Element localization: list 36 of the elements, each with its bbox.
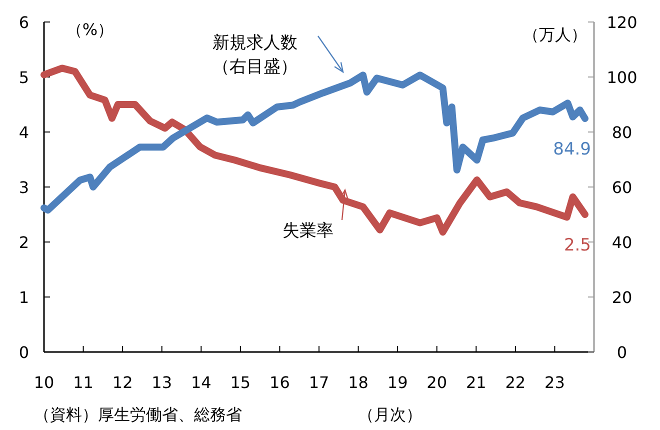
- x-tick-label: 19: [387, 373, 408, 392]
- y2-tick-label: 20: [612, 288, 632, 307]
- legend-label: 新規求人数（右目盛）: [212, 33, 298, 77]
- y2-axis-title: （万人）: [523, 25, 587, 44]
- x-tick-label: 16: [270, 373, 290, 392]
- y2-tick-label: 60: [612, 178, 632, 197]
- data-label: 2.5: [564, 236, 591, 256]
- x-tick-label: 12: [112, 373, 133, 392]
- y-tick-label: 3: [18, 178, 30, 197]
- x-tick-label: 20: [426, 373, 448, 392]
- x-tick-label: 18: [348, 373, 368, 392]
- x-tick-label: 21: [466, 373, 486, 392]
- y2-tick-label: 40: [612, 233, 632, 252]
- y-tick-label: 5: [18, 68, 30, 87]
- data-label: 84.9: [553, 140, 591, 160]
- y2-tick-label: 100: [606, 68, 638, 87]
- y-tick-label: 6: [18, 13, 30, 32]
- x-tick-label: 13: [152, 373, 172, 392]
- x-tick-label: 15: [230, 373, 251, 392]
- x-tick-label: 22: [505, 373, 526, 392]
- text: （月次）: [358, 405, 422, 424]
- y2-tick-label: 120: [606, 13, 638, 32]
- x-tick-label: 11: [73, 373, 94, 392]
- x-tick-label: 14: [190, 373, 212, 392]
- y2-tick-label: 80: [612, 123, 632, 142]
- text: （資料）厚生労働省、総務省: [34, 405, 242, 424]
- x-tick-label: 10: [34, 373, 54, 392]
- y-tick-label: 0: [18, 343, 30, 362]
- x-tick-label: 23: [544, 373, 565, 392]
- series-label: 失業率: [282, 221, 334, 241]
- y2-tick-label: 0: [616, 343, 628, 362]
- x-tick-label: 17: [308, 373, 330, 392]
- y-tick-label: 1: [18, 288, 30, 307]
- y-tick-label: 4: [18, 123, 30, 142]
- y-axis-title: （%）: [66, 20, 114, 39]
- y-tick-label: 2: [18, 233, 30, 252]
